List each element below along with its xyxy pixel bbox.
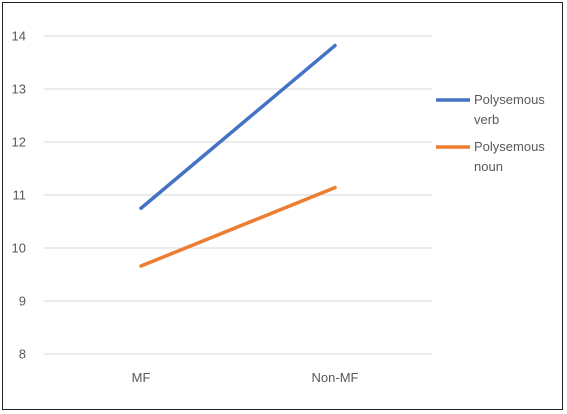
legend: Polysemous verb Polysemous noun [436,92,545,174]
gridlines [44,35,432,355]
series-line-polysemous-noun [139,185,337,268]
x-tick-label-non-mf: Non-MF [312,370,359,385]
y-tick-label-12: 12 [12,135,26,150]
y-tick-label-10: 10 [12,241,26,256]
x-tick-label-mf: MF [132,370,151,385]
series-lines [139,43,337,268]
chart-frame [2,2,563,410]
y-tick-label-14: 14 [12,29,26,44]
y-tick-label-9: 9 [19,294,26,309]
legend-label-1-line-1: Polysemous [474,92,545,107]
y-tick-label-11: 11 [13,188,27,203]
y-tick-label-13: 13 [12,82,26,97]
y-tick-label-8: 8 [19,347,26,362]
legend-label-1-line-2: verb [474,112,499,127]
series-line-polysemous-verb [139,43,337,210]
y-axis-tick-labels: 8 9 10 11 12 13 14 [12,29,26,362]
legend-label-2-line-2: noun [474,159,503,174]
x-axis-tick-labels: MF Non-MF [132,370,359,385]
legend-label-2-line-1: Polysemous [474,139,545,154]
